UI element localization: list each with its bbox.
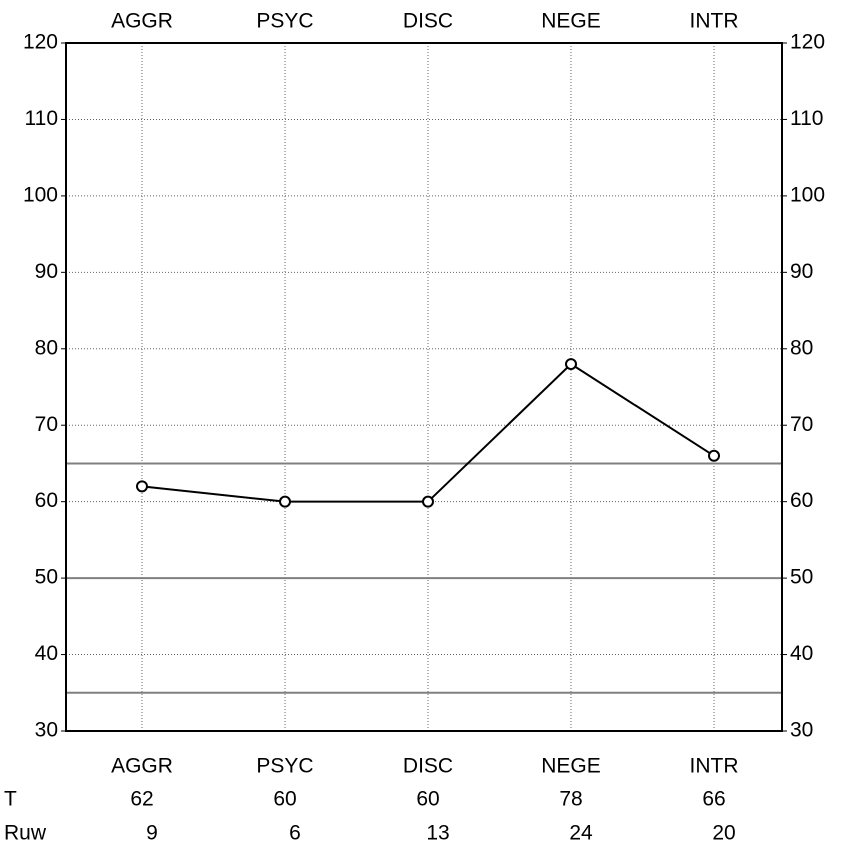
row-value: 78	[559, 788, 582, 811]
y2-tick-label: 50	[790, 566, 813, 589]
row-label: T	[4, 788, 17, 811]
x-tick-label-top: DISC	[403, 10, 453, 33]
row-value: 9	[146, 822, 158, 845]
y-tick-label: 30	[35, 719, 58, 742]
y-tick-label: 70	[35, 413, 58, 436]
y2-tick-label: 40	[790, 642, 813, 665]
y-tick-label: 110	[25, 107, 58, 130]
y2-tick-label: 100	[790, 183, 825, 206]
y-tick-label: 120	[23, 31, 58, 54]
row-label: Ruw	[4, 822, 47, 845]
y-tick-label: 50	[35, 566, 58, 589]
data-point	[565, 358, 577, 371]
y2-tick-label: 80	[790, 336, 813, 359]
y-tick-label: 80	[35, 336, 58, 359]
plot-frame	[65, 42, 783, 732]
y2-tick-label: 120	[790, 31, 825, 54]
x-tick-label-top: NEGE	[541, 10, 601, 33]
x-tick-label-top: PSYC	[256, 10, 313, 33]
y-tick-label: 40	[35, 642, 58, 665]
y2-tick-label: 70	[790, 413, 813, 436]
row-value: 24	[569, 822, 593, 845]
x-tick-label-bottom: AGGR	[111, 755, 173, 778]
row-value: 60	[273, 788, 296, 811]
row-value: 66	[702, 788, 725, 811]
y-tick-label: 60	[35, 489, 58, 512]
data-point	[422, 495, 434, 508]
data-point	[708, 449, 720, 462]
row-value: 20	[712, 822, 735, 845]
row-value: 62	[130, 788, 153, 811]
y2-tick-label: 90	[790, 260, 813, 283]
x-tick-label-bottom: INTR	[690, 755, 739, 778]
data-point	[136, 480, 148, 493]
y2-tick-label: 110	[790, 107, 823, 130]
data-point	[279, 495, 291, 508]
y-tick-label: 90	[35, 260, 58, 283]
row-value: 6	[289, 822, 301, 845]
x-tick-label-top: INTR	[690, 10, 739, 33]
y2-tick-label: 60	[790, 489, 813, 512]
y2-tick-label: 30	[790, 719, 813, 742]
y-tick-label: 100	[23, 183, 58, 206]
x-tick-label-bottom: PSYC	[256, 755, 313, 778]
row-value: 13	[426, 822, 449, 845]
x-tick-label-bottom: NEGE	[541, 755, 601, 778]
x-tick-label-top: AGGR	[111, 10, 173, 33]
row-value: 60	[416, 788, 439, 811]
x-tick-label-bottom: DISC	[403, 755, 453, 778]
